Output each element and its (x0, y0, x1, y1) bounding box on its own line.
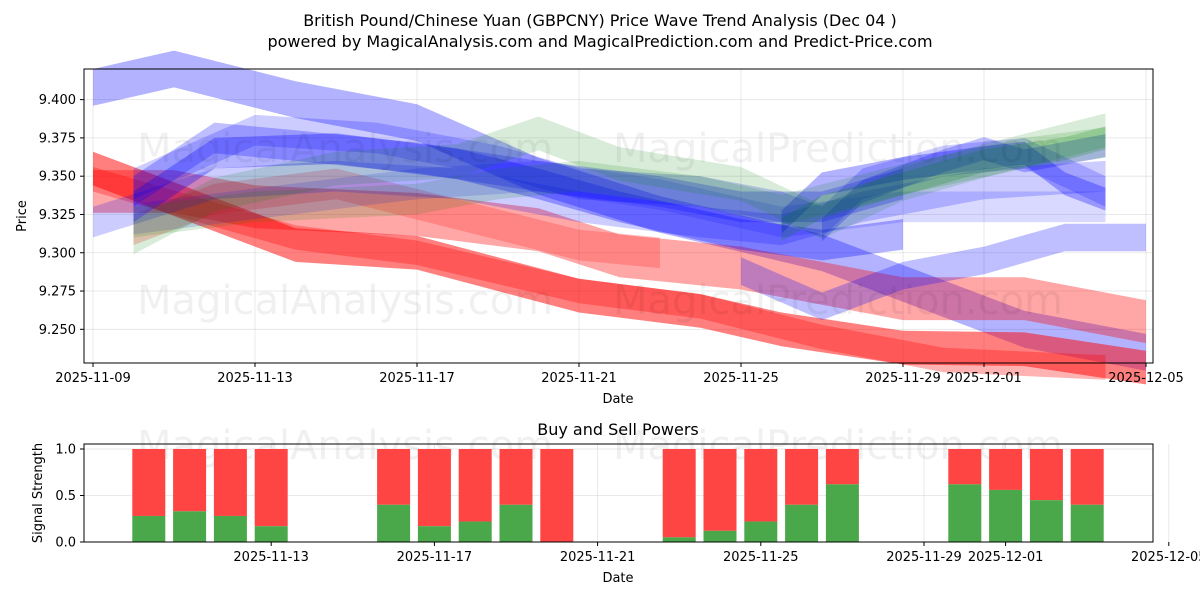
bottom-x-axis: 2025-11-13 2025-11-17 2025-11-21 2025-11-25… (233, 542, 1200, 565)
buy-bar (173, 511, 207, 542)
buy-bar (458, 521, 492, 542)
main-y-tick-label: 9.300 (39, 246, 76, 261)
sell-bar (377, 449, 411, 505)
sell-bar (662, 449, 696, 538)
sell-bar (132, 449, 166, 516)
main-y-label: Price (15, 200, 30, 232)
buy-bar (377, 504, 411, 542)
main-y-tick-label: 9.350 (39, 170, 76, 185)
buy-bar (785, 504, 819, 542)
buy-bar (254, 526, 288, 542)
sell-bar (948, 449, 982, 485)
bottom-x-tick-label: 2025-12-01 (968, 550, 1044, 565)
main-y-tick-label: 9.325 (39, 208, 76, 223)
chart-subtitle: powered by MagicalAnalysis.com and Magic… (267, 32, 932, 51)
main-y-tick-label: 9.375 (39, 131, 76, 146)
sell-bar (458, 449, 492, 522)
bottom-x-tick-label: 2025-12-05 (1131, 550, 1200, 565)
bottom-x-label: Date (602, 571, 633, 586)
blue-wave-band-6 (741, 223, 1146, 321)
blue-wave-band-12 (781, 141, 1106, 234)
blue-wave-band-1 (93, 50, 1146, 371)
blue-wave-band-9 (133, 114, 1106, 238)
main-x-tick-label: 2025-11-09 (55, 371, 131, 386)
bottom-y-tick-label: 1.0 (55, 443, 76, 458)
main-y-tick-label: 9.275 (39, 285, 76, 300)
main-x-tick-label: 2025-12-01 (946, 371, 1022, 386)
bottom-x-tick-label: 2025-11-13 (233, 550, 309, 565)
main-x-label: Date (602, 392, 633, 407)
buy-bar (989, 489, 1023, 542)
blue-wave-band-13 (822, 134, 1106, 242)
main-x-tick-label: 2025-11-25 (703, 371, 779, 386)
buy-bar (132, 515, 166, 542)
bottom-x-tick-label: 2025-11-17 (397, 550, 473, 565)
sell-bar (825, 449, 859, 485)
sell-bar (213, 449, 247, 516)
sell-bar (417, 449, 451, 527)
blue-wave-band-8 (133, 122, 903, 223)
bottom-x-tick-label: 2025-11-29 (886, 550, 962, 565)
buy-bar (703, 530, 737, 542)
green-wave-band-16 (781, 126, 1106, 242)
price-wave-chart: MagicalAnalysis.com MagicalPrediction.co… (15, 50, 1184, 407)
watermark-prediction-mid: MagicalPrediction.com (613, 278, 1063, 324)
main-x-tick-label: 2025-11-13 (217, 371, 293, 386)
sell-bar (254, 449, 288, 527)
buy-bar (499, 504, 533, 542)
buy-bar (825, 484, 859, 542)
watermark-prediction-top: MagicalPrediction.com (613, 126, 1063, 172)
red-wave-band-3 (93, 167, 1106, 380)
watermark-analysis-mid: MagicalAnalysis.com (137, 278, 553, 324)
bottom-y-tick-label: 0.0 (55, 536, 76, 551)
bottom-y-axis: 0.0 0.5 1.0 (55, 443, 84, 551)
main-x-tick-label: 2025-11-29 (865, 371, 941, 386)
buy-bar (662, 537, 696, 542)
red-wave-band-2 (93, 151, 1146, 385)
buy-bar (948, 484, 982, 542)
buy-bar (1070, 504, 1104, 542)
bottom-x-tick-label: 2025-11-21 (560, 550, 636, 565)
main-x-axis: 2025-11-09 2025-11-13 2025-11-17 2025-11-21… (55, 363, 1184, 386)
wave-bands (93, 50, 1146, 385)
main-y-tick-label: 9.400 (39, 93, 76, 108)
bottom-x-tick-label: 2025-11-25 (723, 550, 799, 565)
buy-bar (213, 515, 247, 542)
main-frame (83, 68, 1154, 364)
bottom-frame (83, 443, 1154, 543)
buy-bar (744, 521, 778, 542)
main-y-tick-label: 9.250 (39, 323, 76, 338)
green-wave-band-14 (133, 113, 1106, 255)
bottom-title: Buy and Sell Powers (537, 420, 699, 439)
sell-bar (173, 449, 207, 512)
buy-bar (1029, 500, 1063, 542)
bottom-y-label: Signal Strength (31, 443, 46, 543)
sell-bar (989, 449, 1023, 490)
red-wave-band-4 (93, 170, 1146, 344)
sell-bar (1029, 449, 1063, 501)
blue-wave-band-7 (133, 133, 903, 261)
main-x-tick-label: 2025-11-17 (379, 371, 455, 386)
blue-wave-band-10 (93, 160, 1106, 246)
chart-title: British Pound/Chinese Yuan (GBPCNY) Pric… (303, 11, 897, 30)
sell-bar (540, 449, 574, 542)
green-wave-band-15 (133, 127, 1106, 238)
watermark-analysis-top: MagicalAnalysis.com (137, 126, 553, 172)
main-grid (84, 69, 1153, 363)
signal-bars (132, 449, 1104, 542)
main-x-tick-label: 2025-12-05 (1108, 371, 1184, 386)
buy-bar (417, 526, 451, 542)
sell-bar (703, 449, 737, 531)
blue-wave-band-11 (133, 160, 1106, 238)
sell-bar (785, 449, 819, 505)
red-wave-band-5 (133, 168, 660, 269)
sell-bar (499, 449, 533, 505)
main-y-axis: 9.250 9.275 9.300 9.325 9.350 9.375 9.400 (39, 93, 84, 338)
sell-bar (1070, 449, 1104, 505)
bottom-y-tick-label: 0.5 (55, 489, 76, 504)
sell-bar (744, 449, 778, 522)
buy-sell-chart: Buy and Sell Powers MagicalAnalysis.com … (31, 420, 1200, 586)
main-x-tick-label: 2025-11-21 (541, 371, 617, 386)
